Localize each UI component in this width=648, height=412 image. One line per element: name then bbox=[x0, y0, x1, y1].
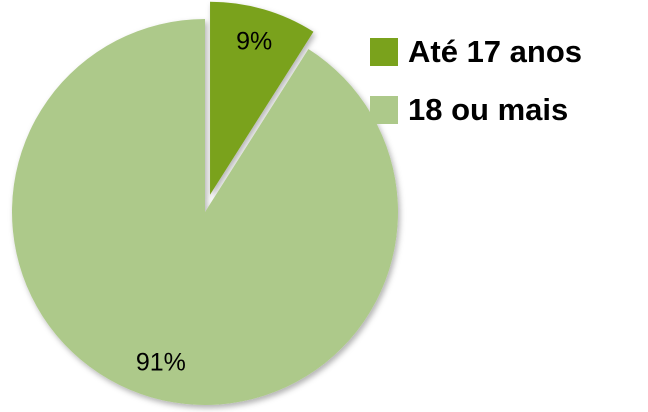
data-label: 9% bbox=[236, 27, 272, 55]
pie-slice bbox=[12, 19, 399, 405]
legend-swatch bbox=[370, 38, 398, 66]
data-label: 91% bbox=[136, 349, 186, 377]
legend-label: 18 ou mais bbox=[408, 92, 568, 127]
pie bbox=[12, 1, 399, 405]
legend-label: Até 17 anos bbox=[408, 34, 582, 69]
legend-swatch bbox=[370, 96, 398, 124]
pie-slice bbox=[210, 1, 314, 195]
